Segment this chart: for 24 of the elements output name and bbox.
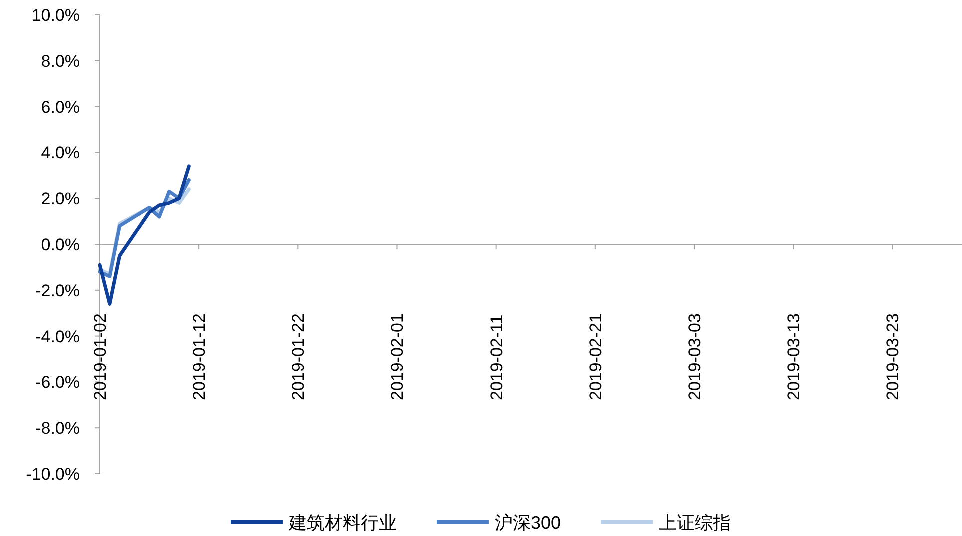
y-tick-label: 8.0% xyxy=(41,52,80,71)
line-series xyxy=(98,164,191,306)
x-tick-label: 2019-03-03 xyxy=(685,314,704,400)
x-tick-label: 2019-01-12 xyxy=(190,314,210,400)
y-tick-label: -4.0% xyxy=(36,327,80,346)
x-tick-label: 2019-01-22 xyxy=(289,314,308,400)
legend-label: 建筑材料行业 xyxy=(288,513,397,533)
legend-label: 沪深300 xyxy=(494,513,562,533)
x-tick-label: 2019-02-11 xyxy=(487,314,506,400)
x-tick-label: 2019-03-23 xyxy=(884,314,903,400)
y-tick-label: -6.0% xyxy=(36,373,80,392)
x-tick-label: 2019-02-01 xyxy=(388,314,408,400)
legend-label: 上证综指 xyxy=(659,513,732,533)
x-tick-label: 2019-01-02 xyxy=(91,314,110,400)
y-tick-label: 2.0% xyxy=(41,190,80,209)
y-tick-label: 0.0% xyxy=(41,236,80,254)
y-tick-label: -10.0% xyxy=(26,465,80,484)
y-tick-label: 4.0% xyxy=(41,144,80,163)
y-tick-label: -2.0% xyxy=(36,281,80,300)
y-tick-label: 10.0% xyxy=(32,6,80,25)
x-tick-label: 2019-02-21 xyxy=(586,314,606,400)
x-tick-label: 2019-03-13 xyxy=(784,314,804,400)
y-tick-label: 6.0% xyxy=(41,98,80,117)
y-tick-label: -8.0% xyxy=(36,419,80,438)
